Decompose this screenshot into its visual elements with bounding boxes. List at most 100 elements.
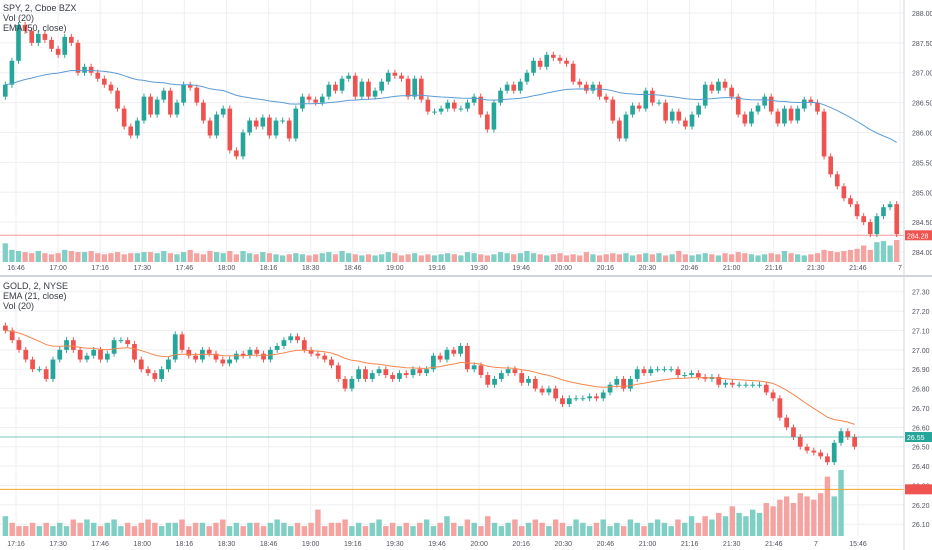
gold-candle[interactable]: [791, 427, 796, 438]
spy-candle[interactable]: [108, 84, 114, 91]
spy-candle[interactable]: [511, 84, 517, 91]
gold-candle[interactable]: [743, 384, 749, 386]
spy-candle[interactable]: [174, 102, 180, 115]
gold-candle[interactable]: [261, 353, 266, 360]
gold-candle[interactable]: [723, 382, 728, 385]
gold-candle[interactable]: [159, 369, 165, 379]
gold-candle[interactable]: [634, 369, 640, 379]
spy-candle[interactable]: [247, 120, 252, 133]
spy-candle[interactable]: [828, 156, 833, 175]
spy-candle[interactable]: [121, 108, 127, 127]
gold-candle[interactable]: [397, 373, 402, 379]
spy-candle[interactable]: [451, 102, 457, 109]
spy-candle[interactable]: [82, 66, 87, 73]
gold-candle[interactable]: [23, 349, 29, 360]
gold-candle[interactable]: [227, 359, 232, 364]
spy-candle[interactable]: [29, 30, 35, 43]
spy-candle[interactable]: [801, 99, 807, 109]
gold-candle[interactable]: [689, 373, 694, 376]
gold-candle[interactable]: [16, 340, 22, 350]
spy-candle[interactable]: [854, 204, 860, 217]
gold-candle[interactable]: [784, 417, 790, 428]
spy-candle[interactable]: [716, 81, 721, 91]
gold-legend-ema[interactable]: EMA (21, close): [3, 291, 67, 301]
spy-candle[interactable]: [445, 102, 451, 109]
gold-candle[interactable]: [104, 353, 110, 360]
spy-candle[interactable]: [617, 120, 622, 139]
spy-candle[interactable]: [141, 96, 147, 121]
spy-candle[interactable]: [187, 84, 193, 88]
spy-candle[interactable]: [689, 114, 695, 127]
gold-candle[interactable]: [166, 359, 171, 370]
spy-candle[interactable]: [128, 126, 134, 136]
spy-candle[interactable]: [181, 84, 186, 103]
gold-candle[interactable]: [716, 376, 722, 385]
spy-candle[interactable]: [861, 216, 866, 223]
gold-candle[interactable]: [695, 373, 701, 377]
spy-candle[interactable]: [491, 102, 497, 130]
spy-candle[interactable]: [768, 96, 774, 112]
spy-candle[interactable]: [775, 111, 781, 124]
spy-candle[interactable]: [333, 84, 338, 91]
gold-candle[interactable]: [757, 384, 762, 386]
spy-candle[interactable]: [253, 120, 259, 127]
gold-candle[interactable]: [621, 378, 626, 389]
gold-candle[interactable]: [478, 365, 484, 376]
spy-candle[interactable]: [379, 81, 384, 91]
gold-candle[interactable]: [138, 359, 144, 370]
gold-candle[interactable]: [750, 384, 756, 386]
spy-candle[interactable]: [623, 114, 629, 139]
gold-candle[interactable]: [125, 340, 131, 345]
spy-candle[interactable]: [656, 102, 662, 104]
gold-candle[interactable]: [655, 369, 660, 371]
gold-candle[interactable]: [186, 349, 192, 356]
spy-candle[interactable]: [643, 90, 649, 109]
gold-candle[interactable]: [220, 359, 226, 364]
spy-candle[interactable]: [392, 72, 398, 76]
spy-candle[interactable]: [42, 33, 48, 40]
spy-candle[interactable]: [161, 90, 167, 100]
gold-candle[interactable]: [458, 345, 463, 354]
gold-candle[interactable]: [301, 340, 307, 350]
spy-candle[interactable]: [669, 111, 675, 121]
spy-candle[interactable]: [564, 60, 569, 64]
spy-candle[interactable]: [148, 96, 153, 115]
spy-candle[interactable]: [201, 102, 206, 121]
spy-candle[interactable]: [313, 99, 318, 103]
spy-candle[interactable]: [458, 108, 464, 110]
gold-candle[interactable]: [797, 437, 803, 447]
spy-candle[interactable]: [425, 99, 431, 112]
gold-candle[interactable]: [98, 349, 103, 360]
gold-candle[interactable]: [628, 378, 633, 389]
gold-candle[interactable]: [288, 336, 294, 341]
gold-candle[interactable]: [492, 378, 497, 385]
spy-candle[interactable]: [438, 108, 444, 112]
gold-candle[interactable]: [464, 345, 470, 370]
gold-candle[interactable]: [580, 398, 586, 400]
gold-candle[interactable]: [247, 349, 253, 356]
spy-candle[interactable]: [683, 120, 688, 127]
gold-candle[interactable]: [356, 369, 362, 379]
spy-candle[interactable]: [22, 24, 28, 31]
gold-candle[interactable]: [736, 384, 742, 386]
spy-candle[interactable]: [69, 36, 74, 43]
gold-candle[interactable]: [206, 349, 212, 354]
spy-candle[interactable]: [95, 72, 101, 79]
gold-candle[interactable]: [777, 398, 783, 418]
spy-candle[interactable]: [821, 111, 827, 157]
gold-candle[interactable]: [342, 378, 348, 389]
gold-candle[interactable]: [329, 359, 334, 366]
gold-candle[interactable]: [369, 373, 375, 379]
spy-candle[interactable]: [848, 198, 853, 205]
gold-candle[interactable]: [437, 355, 443, 360]
spy-candle[interactable]: [240, 132, 246, 157]
spy-candle[interactable]: [418, 78, 424, 100]
spy-candle[interactable]: [273, 120, 279, 136]
gold-candle[interactable]: [498, 373, 504, 379]
gold-candle[interactable]: [77, 349, 83, 360]
spy-candle[interactable]: [570, 63, 576, 82]
spy-candle[interactable]: [194, 87, 200, 103]
spy-candle[interactable]: [874, 216, 880, 235]
gold-candle[interactable]: [152, 373, 158, 379]
